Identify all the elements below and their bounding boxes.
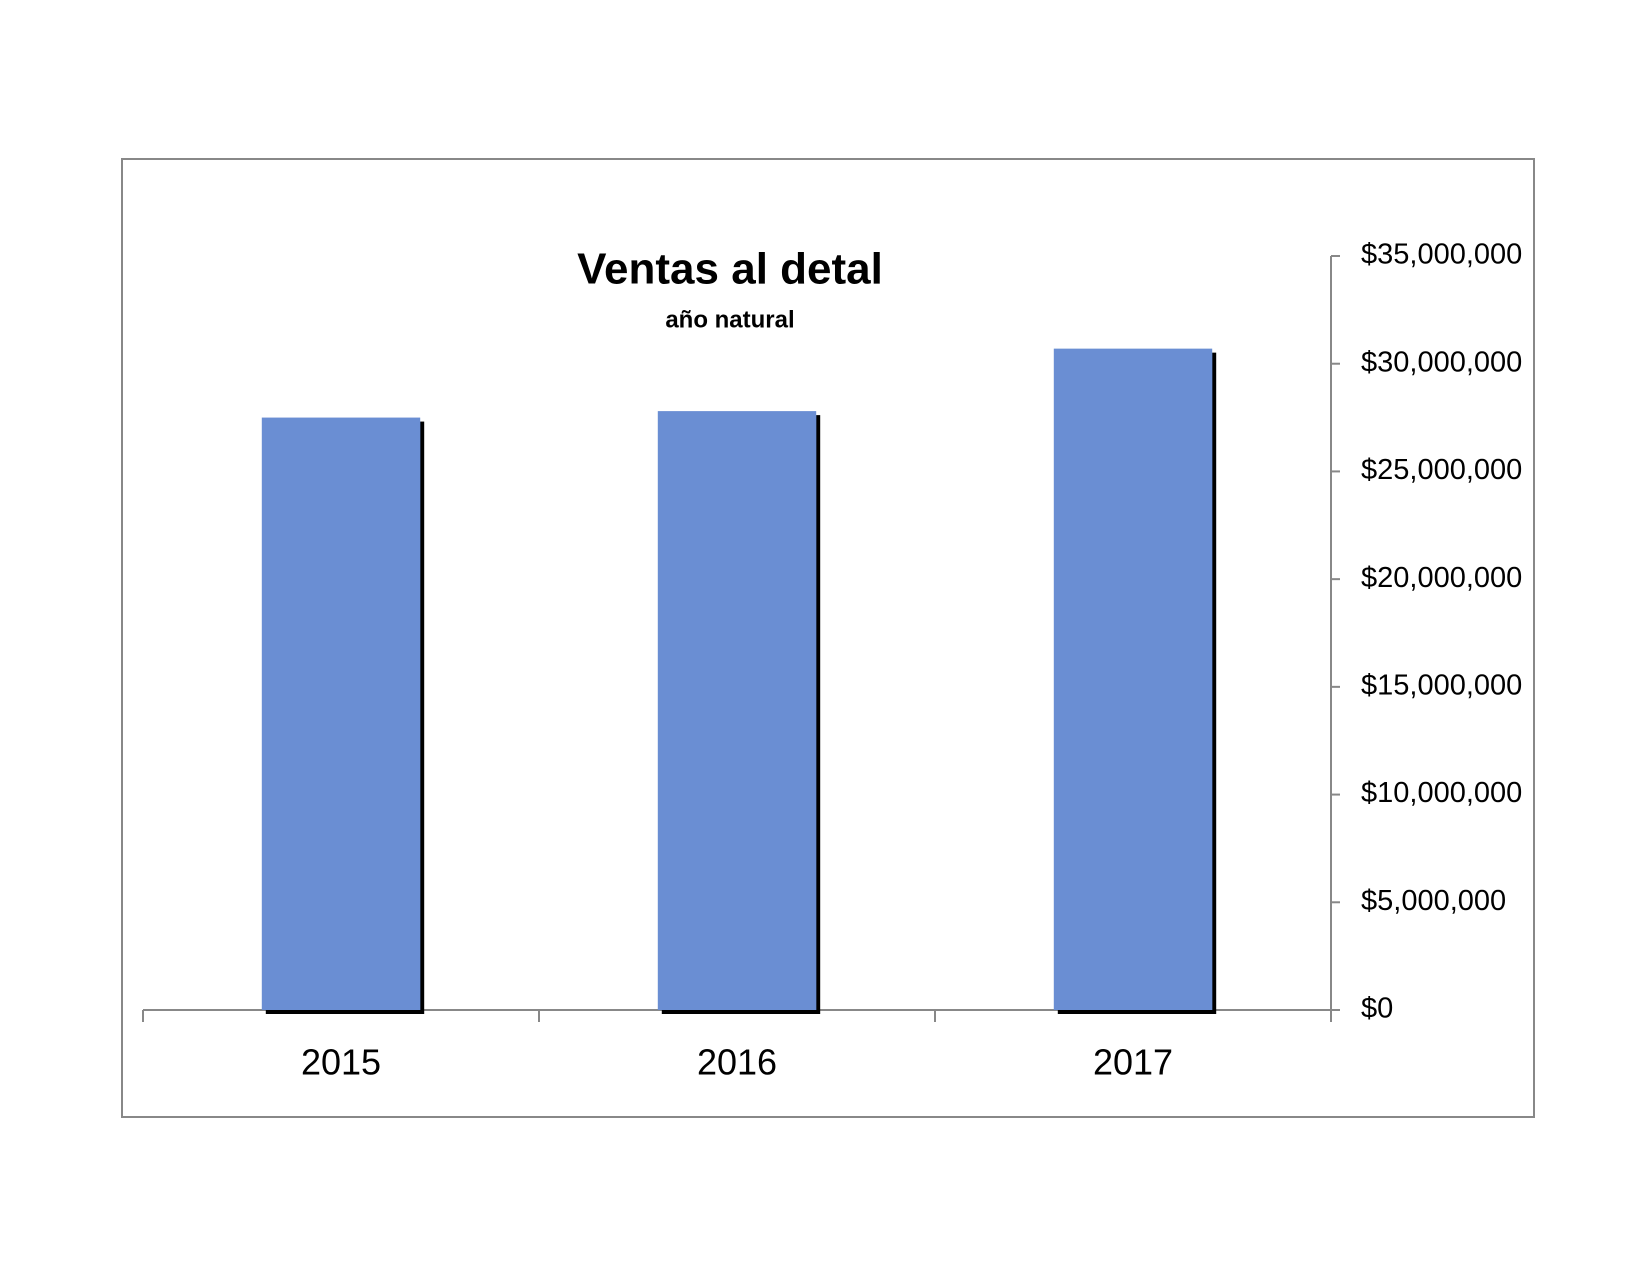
chart-title: Ventas al detal [577, 245, 883, 294]
y-tick-label: $10,000,000 [1361, 777, 1522, 809]
y-tick-label: $35,000,000 [1361, 239, 1522, 271]
bar [1053, 348, 1213, 1010]
x-tick-label: 2016 [697, 1042, 777, 1083]
y-tick-label: $25,000,000 [1361, 454, 1522, 486]
bar [261, 417, 421, 1011]
y-tick-label: $5,000,000 [1361, 885, 1506, 917]
y-tick-label: $15,000,000 [1361, 670, 1522, 702]
chart-subtitle: año natural [665, 306, 794, 333]
y-tick-label: $30,000,000 [1361, 346, 1522, 378]
y-tick-label: $0 [1361, 993, 1393, 1025]
bar [657, 411, 817, 1010]
x-tick-label: 2017 [1093, 1042, 1173, 1083]
y-tick-label: $20,000,000 [1361, 562, 1522, 594]
x-tick-label: 2015 [301, 1042, 381, 1083]
